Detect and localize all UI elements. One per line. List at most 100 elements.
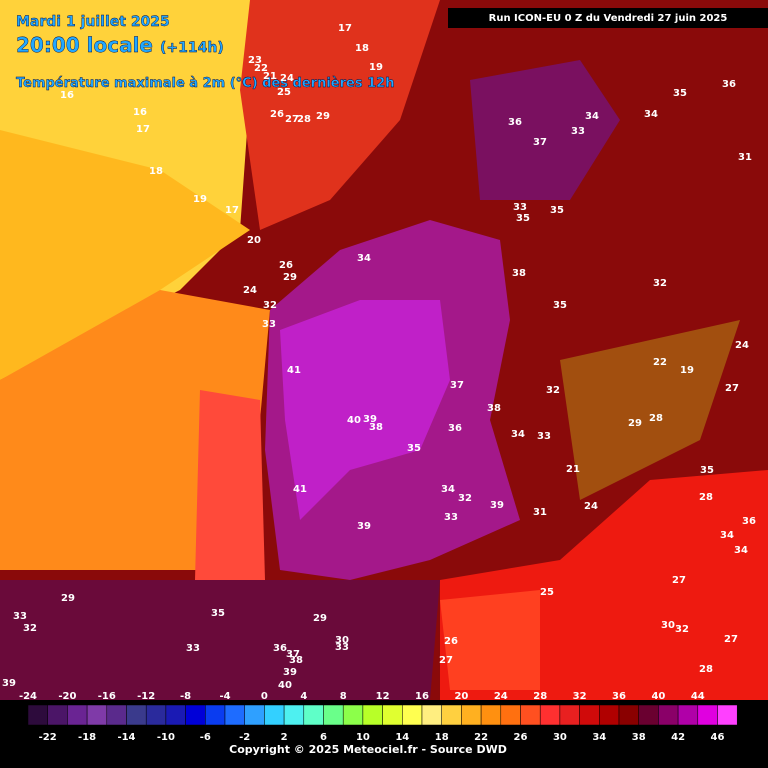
scale-tick-label: 20 bbox=[454, 691, 468, 702]
scale-box bbox=[658, 704, 679, 726]
temperature-label: 22 bbox=[653, 357, 667, 368]
temperature-label: 34 bbox=[441, 484, 455, 495]
temperature-label: 37 bbox=[286, 649, 300, 660]
scale-tick-label: 40 bbox=[651, 691, 665, 702]
temperature-label: 32 bbox=[653, 278, 667, 289]
temperature-label: 17 bbox=[225, 205, 239, 216]
temperature-label: 32 bbox=[458, 493, 472, 504]
scale-tick-label: 8 bbox=[340, 691, 347, 702]
scale-tick-label: -18 bbox=[78, 732, 96, 743]
benelux bbox=[470, 60, 620, 200]
scale-box bbox=[205, 704, 226, 726]
temperature-label: 17 bbox=[338, 23, 352, 34]
temperature-label: 27 bbox=[285, 114, 299, 125]
temperature-label: 29 bbox=[316, 111, 330, 122]
scale-box bbox=[47, 704, 68, 726]
temperature-label: 35 bbox=[516, 213, 530, 224]
scale-box bbox=[559, 704, 580, 726]
scale-tick-label: 26 bbox=[514, 732, 528, 743]
temperature-label: 26 bbox=[279, 260, 293, 271]
temperature-label: 29 bbox=[61, 593, 75, 604]
temperature-label: 27 bbox=[672, 575, 686, 586]
scale-box bbox=[441, 704, 462, 726]
temperature-label: 33 bbox=[186, 643, 200, 654]
temperature-label: 19 bbox=[193, 194, 207, 205]
scale-box bbox=[106, 704, 127, 726]
temperature-label: 16 bbox=[60, 90, 74, 101]
iberia bbox=[0, 580, 440, 700]
temperature-label: 39 bbox=[2, 678, 16, 689]
temperature-label: 25 bbox=[540, 587, 554, 598]
scale-tick-label: 12 bbox=[376, 691, 390, 702]
temperature-label: 36 bbox=[448, 423, 462, 434]
scale-box bbox=[283, 704, 305, 726]
scale-box bbox=[145, 704, 167, 726]
temperature-label: 24 bbox=[243, 285, 257, 296]
temperature-label: 36 bbox=[508, 117, 522, 128]
scale-box bbox=[677, 704, 699, 726]
temperature-label: 30 bbox=[661, 620, 675, 631]
lead-time: (+114h) bbox=[160, 40, 224, 56]
temperature-label: 31 bbox=[533, 507, 547, 518]
scale-box bbox=[618, 704, 639, 726]
scale-box bbox=[539, 704, 561, 726]
temperature-label: 34 bbox=[585, 111, 599, 122]
scale-tick-label: 18 bbox=[435, 732, 449, 743]
temperature-label: 25 bbox=[277, 87, 291, 98]
temperature-label: 32 bbox=[675, 624, 689, 635]
scale-box bbox=[264, 704, 285, 726]
temperature-label: 16 bbox=[133, 107, 147, 118]
temperature-label: 22 bbox=[254, 63, 268, 74]
temperature-label: 19 bbox=[680, 365, 694, 376]
scale-box bbox=[362, 704, 383, 726]
channel bbox=[0, 130, 250, 380]
scale-tick-label: -22 bbox=[39, 732, 57, 743]
temperature-label: 28 bbox=[699, 664, 713, 675]
temperature-label: 34 bbox=[357, 253, 371, 264]
scale-box bbox=[579, 704, 600, 726]
scale-box bbox=[323, 704, 344, 726]
temperature-label: 32 bbox=[263, 300, 277, 311]
scale-tick-label: 0 bbox=[261, 691, 268, 702]
scale-box bbox=[185, 704, 206, 726]
scale-box bbox=[402, 704, 423, 726]
temperature-label: 37 bbox=[533, 137, 547, 148]
scale-tick-label: 44 bbox=[691, 691, 705, 702]
temperature-label: 35 bbox=[550, 205, 564, 216]
temperature-label: 27 bbox=[439, 655, 453, 666]
temperature-label: 32 bbox=[546, 385, 560, 396]
temperature-label: 34 bbox=[734, 545, 748, 556]
temperature-label: 39 bbox=[283, 667, 297, 678]
scale-tick-label: -8 bbox=[180, 691, 191, 702]
temperature-label: 39 bbox=[363, 414, 377, 425]
scale-tick-label: 34 bbox=[592, 732, 606, 743]
scale-box bbox=[717, 704, 738, 726]
biscay bbox=[195, 390, 265, 580]
scale-tick-label: -20 bbox=[58, 691, 76, 702]
france-hottest bbox=[280, 300, 450, 520]
temperature-label: 33 bbox=[335, 642, 349, 653]
run-info: Run ICON-EU 0 Z du Vendredi 27 juin 2025 bbox=[489, 13, 728, 24]
scale-box bbox=[303, 704, 324, 726]
temperature-label: 39 bbox=[490, 500, 504, 511]
scale-tick-label: -4 bbox=[219, 691, 230, 702]
england bbox=[240, 0, 440, 230]
scale-box bbox=[67, 704, 88, 726]
copyright: Copyright © 2025 Meteociel.fr - Source D… bbox=[229, 743, 507, 756]
temperature-label: 29 bbox=[283, 272, 297, 283]
map-title: Température maximale à 2m (°C) des derni… bbox=[16, 76, 394, 91]
temperature-label: 40 bbox=[347, 415, 361, 426]
scale-tick-label: 46 bbox=[711, 732, 725, 743]
scale-tick-label: 30 bbox=[553, 732, 567, 743]
temperature-label: 21 bbox=[263, 71, 277, 82]
scale-tick-label: 24 bbox=[494, 691, 508, 702]
scale-tick-label: 32 bbox=[573, 691, 587, 702]
temperature-label: 35 bbox=[553, 300, 567, 311]
scale-box bbox=[500, 704, 521, 726]
scale-tick-label: 14 bbox=[395, 732, 409, 743]
temperature-label: 18 bbox=[149, 166, 163, 177]
temperature-label: 34 bbox=[644, 109, 658, 120]
temperature-label: 28 bbox=[699, 492, 713, 503]
scale-box bbox=[520, 704, 541, 726]
